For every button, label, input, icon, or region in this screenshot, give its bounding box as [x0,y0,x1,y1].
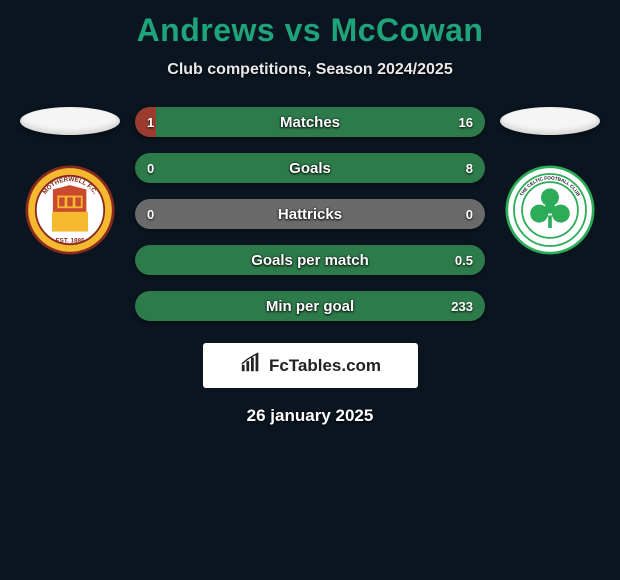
stat-row: 0Goals8 [135,153,485,183]
stat-label: Matches [135,114,485,131]
stats-list: 1Matches160Goals80Hattricks0Goals per ma… [135,107,485,321]
stat-row: 1Matches16 [135,107,485,137]
stat-value-right: 233 [451,299,473,314]
stat-label: Goals [135,160,485,177]
comparison-panel: MOTHERWELL F.C. EST. 1886 1Matches160Goa… [0,107,620,321]
date-label: 26 january 2025 [0,406,620,426]
left-player-col: MOTHERWELL F.C. EST. 1886 [15,107,125,255]
right-player-col: THE CELTIC FOOTBALL CLUB [495,107,605,255]
chart-icon [239,352,263,379]
stat-value-right: 16 [459,115,473,130]
logo-text: FcTables.com [269,356,381,376]
stat-row: Goals per match0.5 [135,245,485,275]
stat-row: Min per goal233 [135,291,485,321]
motherwell-crest: MOTHERWELL F.C. EST. 1886 [25,165,115,255]
fctables-logo: FcTables.com [203,343,418,388]
stat-value-right: 0 [466,207,473,222]
svg-text:EST. 1886: EST. 1886 [55,237,85,244]
player-silhouette-left [20,107,120,135]
stat-label: Goals per match [135,252,485,269]
page-title: Andrews vs McCowan [0,12,620,49]
stat-label: Hattricks [135,206,485,223]
celtic-crest: THE CELTIC FOOTBALL CLUB [505,165,595,255]
subtitle: Club competitions, Season 2024/2025 [0,61,620,79]
stat-value-right: 0.5 [455,253,473,268]
stat-value-right: 8 [466,161,473,176]
player-silhouette-right [500,107,600,135]
stat-row: 0Hattricks0 [135,199,485,229]
stat-label: Min per goal [135,298,485,315]
